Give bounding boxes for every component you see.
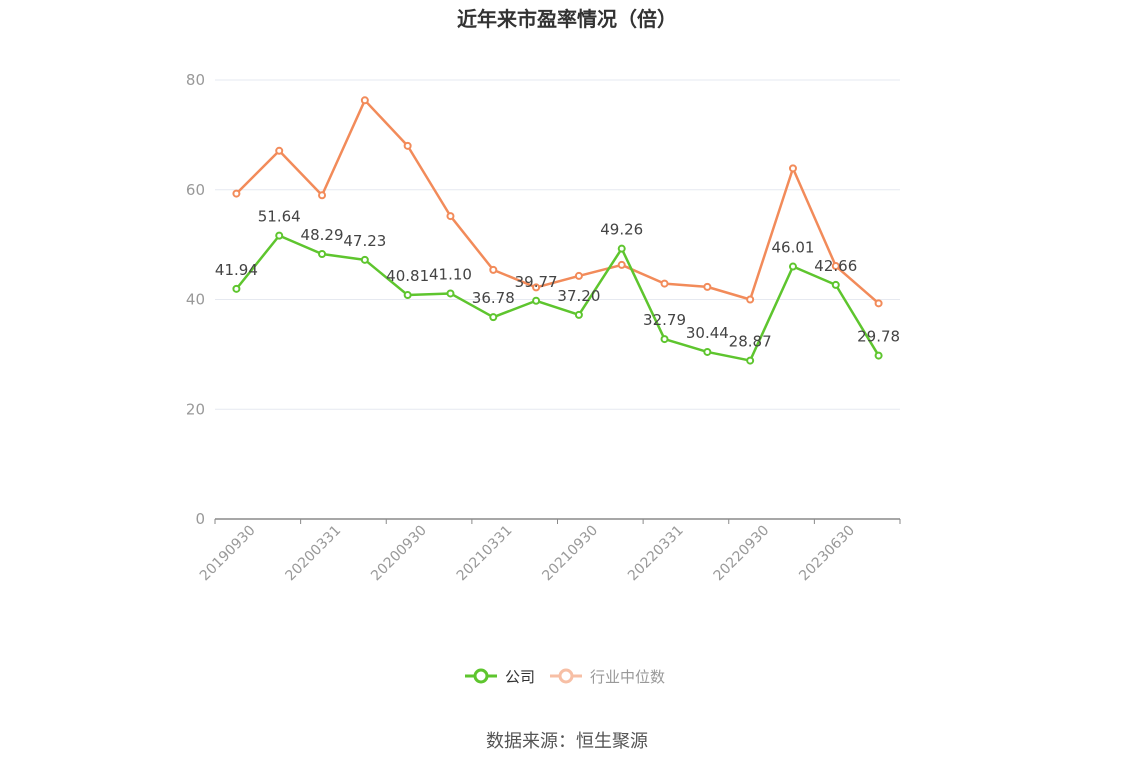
data-point <box>788 262 797 271</box>
legend-marker-icon <box>558 668 574 684</box>
data-point <box>703 282 712 291</box>
data-label: 36.78 <box>472 289 515 307</box>
grid-lines <box>215 79 900 410</box>
data-point <box>746 295 755 304</box>
data-point <box>232 189 241 198</box>
x-tick-label: 20210930 <box>539 523 601 585</box>
series-group <box>232 96 883 365</box>
data-point <box>874 351 883 360</box>
data-point <box>446 212 455 221</box>
data-label: 41.10 <box>429 265 472 283</box>
data-point <box>574 310 583 319</box>
data-point <box>360 96 369 105</box>
data-point <box>446 289 455 298</box>
data-label: 49.26 <box>600 221 643 239</box>
x-tick-label: 20220930 <box>711 523 773 585</box>
source-text: 数据来源：恒生聚源 <box>486 731 648 752</box>
x-tick-label: 20230630 <box>796 523 858 585</box>
data-point <box>746 356 755 365</box>
data-point <box>403 141 412 150</box>
x-axis: 20190930 20200331 20200930 20210331 20210930… <box>197 518 901 585</box>
x-tick-label: 20200930 <box>368 523 430 585</box>
legend-item-label: 行业中位数 <box>590 668 665 686</box>
data-point <box>660 279 669 288</box>
y-tick-label: 0 <box>195 510 205 528</box>
data-label: 46.01 <box>771 239 814 257</box>
data-label: 41.94 <box>215 261 258 279</box>
data-label: 48.29 <box>301 226 344 244</box>
data-label: 28.87 <box>729 333 772 351</box>
y-tick-label: 40 <box>186 291 205 309</box>
data-point <box>660 335 669 344</box>
x-tick-label: 20190930 <box>197 523 259 585</box>
y-tick-label: 80 <box>186 71 205 89</box>
y-tick-label: 60 <box>186 181 205 199</box>
data-point <box>232 284 241 293</box>
data-point <box>617 260 626 269</box>
data-point <box>788 164 797 173</box>
series-line-0 <box>235 234 880 362</box>
x-tick-label: 20220331 <box>625 523 687 585</box>
legend: 公司 行业中位数 <box>465 668 665 686</box>
data-point <box>275 231 284 240</box>
data-point <box>318 250 327 259</box>
data-label: 51.64 <box>258 208 301 226</box>
data-point <box>874 299 883 308</box>
data-point <box>574 271 583 280</box>
data-label: 37.20 <box>557 287 600 305</box>
data-point <box>275 146 284 155</box>
data-label: 32.79 <box>643 311 686 329</box>
data-point <box>403 291 412 300</box>
series-line-1 <box>235 99 880 305</box>
data-label: 47.23 <box>343 232 386 250</box>
y-tick-label: 20 <box>186 400 205 418</box>
data-label: 39.77 <box>515 273 558 291</box>
data-point <box>318 191 327 200</box>
data-label: 30.44 <box>686 324 729 342</box>
data-point <box>703 347 712 356</box>
data-point <box>831 280 840 289</box>
legend-item-label: 公司 <box>505 668 535 686</box>
data-point <box>831 262 840 271</box>
data-label: 40.81 <box>386 267 429 285</box>
chart-title: 近年来市盈率情况（倍） <box>457 7 677 31</box>
x-tick-label: 20200331 <box>283 523 345 585</box>
data-label: 29.78 <box>857 328 900 346</box>
y-axis: 0 20 40 60 80 <box>186 71 205 528</box>
x-tick-label: 20210331 <box>454 523 516 585</box>
data-point <box>532 283 541 292</box>
legend-marker-icon <box>473 668 489 684</box>
data-point <box>360 255 369 264</box>
data-point <box>489 313 498 322</box>
data-label: 42.66 <box>814 257 857 275</box>
data-point <box>489 265 498 274</box>
data-point <box>532 296 541 305</box>
data-point <box>617 244 626 253</box>
